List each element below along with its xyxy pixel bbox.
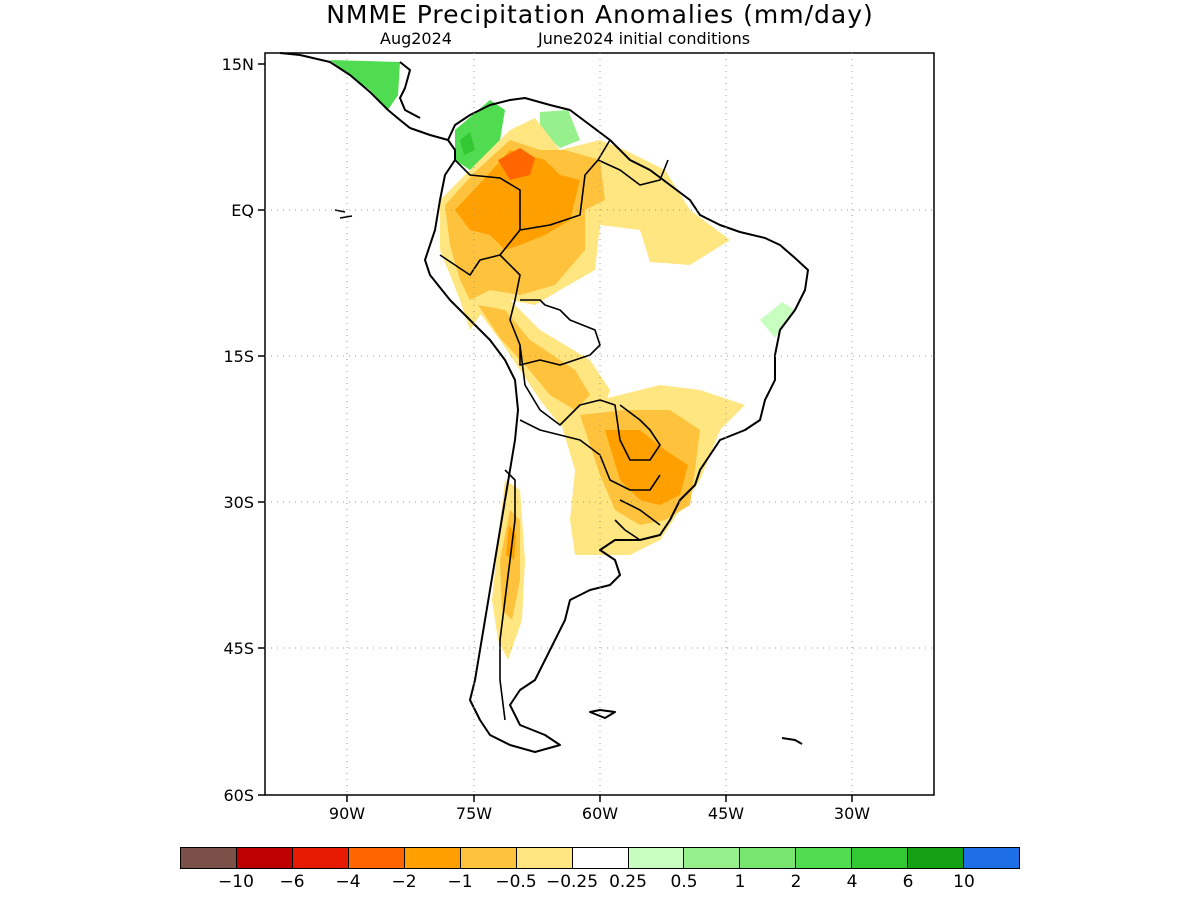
light-green-ne-brazil — [760, 302, 795, 338]
legend-swatch — [852, 848, 909, 868]
lon-label-60w: 60W — [582, 804, 618, 823]
legend-swatch — [740, 848, 797, 868]
legend-swatch — [460, 848, 517, 868]
legend-swatch — [292, 848, 349, 868]
lat-label-eq: EQ — [231, 201, 254, 220]
south-georgia — [781, 737, 803, 745]
legend-swatch — [516, 848, 573, 868]
legend-label: −2 — [391, 872, 417, 892]
map-title: NMME Precipitation Anomalies (mm/day) — [326, 0, 874, 29]
legend-label: −0.25 — [545, 872, 599, 892]
lon-label-75w: 75W — [456, 804, 492, 823]
legend-label: 4 — [846, 872, 858, 892]
legend-label: −6 — [279, 872, 305, 892]
galapagos — [334, 209, 353, 219]
legend-swatch — [628, 848, 685, 868]
orange-south-brazil — [605, 430, 688, 505]
lat-label-15n: 15N — [222, 55, 254, 74]
legend-label: 0.5 — [670, 872, 698, 892]
green-region-central-america — [330, 60, 400, 110]
init-conditions: June2024 initial conditions — [538, 29, 751, 48]
legend-labels: −10 −6 −4 −2 −1 −0.5 −0.25 0.25 0.5 1 2 4 6 10 — [0, 872, 1200, 896]
central-america-coast — [279, 52, 449, 141]
legend-label: −1 — [447, 872, 473, 892]
lat-label-30s: 30S — [223, 493, 254, 512]
legend-swatch — [404, 848, 461, 868]
lat-label-15s: 15S — [223, 347, 254, 366]
lon-label-90w: 90W — [329, 804, 365, 823]
lat-label-45s: 45S — [223, 639, 254, 658]
color-legend — [180, 847, 1020, 869]
legend-swatch — [181, 848, 237, 868]
dark-orange-venezuela-colombia — [498, 148, 535, 180]
legend-swatch — [348, 848, 405, 868]
legend-label: 1 — [734, 872, 746, 892]
legend-label: 10 — [953, 872, 975, 892]
green-dark-colombia — [460, 132, 475, 155]
legend-label: 2 — [790, 872, 802, 892]
legend-label: −10 — [218, 872, 254, 892]
anomaly-shading — [330, 60, 795, 660]
gridlines — [265, 53, 934, 795]
lon-label-45w: 45W — [708, 804, 744, 823]
legend-label: 6 — [902, 872, 914, 892]
legend-swatch — [236, 848, 293, 868]
legend-label: −4 — [335, 872, 361, 892]
legend-label: −0.5 — [495, 872, 537, 892]
legend-swatch — [796, 848, 853, 868]
lon-label-30w: 30W — [834, 804, 870, 823]
legend-swatch — [908, 848, 965, 868]
light-orange-andes-band — [478, 305, 590, 410]
falkland-islands — [589, 709, 616, 719]
valid-month: Aug2024 — [380, 29, 452, 48]
legend-swatch — [684, 848, 741, 868]
coastlines — [279, 52, 809, 753]
lat-label-60s: 60S — [223, 786, 254, 805]
tick-marks — [258, 63, 853, 802]
legend-swatch — [572, 848, 629, 868]
south-america-coast — [424, 97, 809, 753]
legend-swatch — [964, 848, 1020, 868]
legend-label: 0.25 — [609, 872, 647, 892]
